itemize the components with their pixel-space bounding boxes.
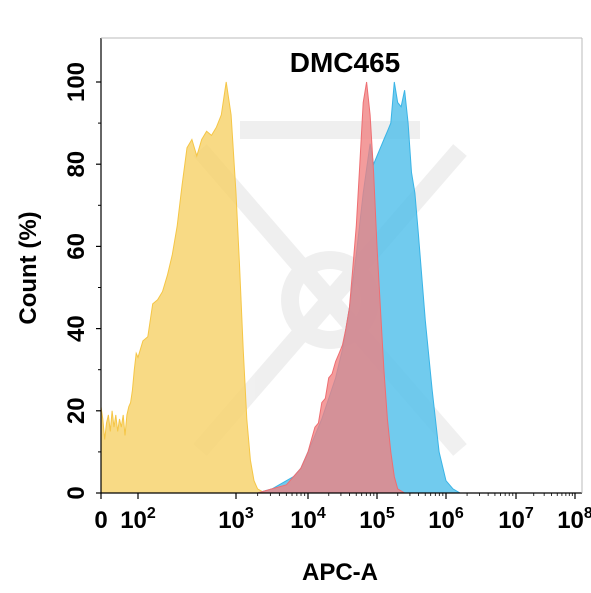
- y-tick-label: 80: [63, 151, 90, 178]
- chart-title: DMC465: [290, 47, 400, 78]
- series-layer: [101, 81, 461, 493]
- x-tick-label: 107: [498, 505, 534, 534]
- x-tick-label: 103: [218, 505, 254, 534]
- y-tick-label: 0: [63, 486, 90, 499]
- x-tick-label: 104: [290, 505, 326, 534]
- y-tick-label: 20: [63, 397, 90, 424]
- series-3-area: [257, 81, 406, 493]
- y-tick-label: 40: [63, 315, 90, 342]
- x-tick-label: 108: [557, 505, 591, 534]
- x-tick-label: 105: [359, 505, 395, 534]
- x-tick-label: 102: [120, 505, 156, 534]
- x-axis-title: APC-A: [302, 559, 378, 586]
- y-axis-title: Count (%): [15, 211, 42, 324]
- x-axis: 0 102 103 104 105 106 107 108: [94, 493, 591, 534]
- x-tick-label: 0: [94, 507, 107, 534]
- y-axis: 0 20 40 60 80 100: [63, 62, 101, 500]
- x-tick-label: 106: [428, 505, 464, 534]
- y-tick-label: 100: [63, 62, 90, 102]
- plot-frame: [100, 37, 583, 494]
- series-1-area: [101, 81, 266, 493]
- y-tick-label: 60: [63, 233, 90, 260]
